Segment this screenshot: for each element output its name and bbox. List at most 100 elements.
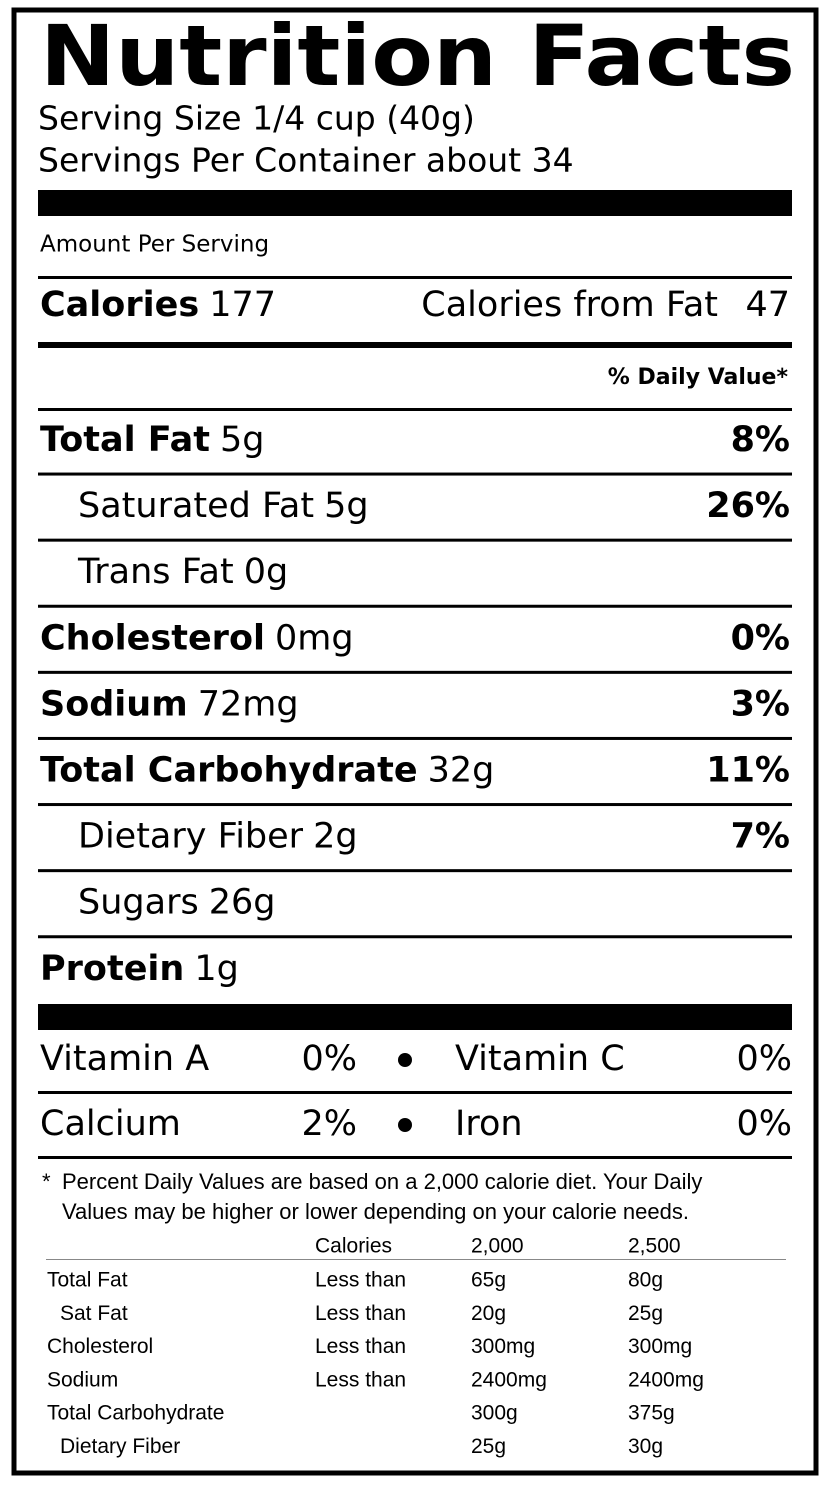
table-name: Sat Fat	[60, 1302, 128, 1325]
vitamin-value: 0%	[736, 1104, 792, 1144]
rule	[38, 276, 792, 279]
table-name: Total Fat	[47, 1269, 128, 1292]
rule	[38, 604, 792, 608]
table-value: 80g	[628, 1269, 663, 1292]
nutrient-name: Total Carbohydrate	[40, 751, 418, 791]
nutrient-row: Saturated Fat 5g	[78, 486, 369, 526]
daily-value: 3%	[731, 684, 790, 724]
daily-value-header: % Daily Value*	[608, 365, 789, 390]
table-value: 375g	[628, 1402, 675, 1425]
table-header: 2,000	[471, 1235, 524, 1258]
daily-value: 11%	[706, 751, 790, 791]
thick-rule	[38, 1004, 792, 1030]
nutrient-row: Dietary Fiber 2g	[78, 817, 358, 857]
rule	[38, 408, 792, 411]
nutrient-row: Cholesterol 0mg	[40, 618, 354, 658]
table-value: 300g	[471, 1402, 518, 1425]
nutrient-name: Protein	[40, 949, 184, 989]
table-name: Cholesterol	[47, 1335, 153, 1358]
nutrient-name: Cholesterol	[40, 618, 265, 658]
nutrient-amount: 32g	[428, 751, 495, 791]
nutrient-amount: 1g	[194, 949, 239, 989]
nutrient-amount: 26g	[209, 883, 276, 923]
nutrient-name: Dietary Fiber	[78, 817, 304, 857]
title: Nutrition Facts	[40, 7, 795, 105]
vitamin-value: 2%	[301, 1104, 357, 1144]
nutrient-name: Sugars	[78, 883, 199, 923]
table-name: Dietary Fiber	[60, 1435, 180, 1458]
table-qualifier: Less than	[315, 1335, 406, 1358]
serving-size: Serving Size 1/4 cup (40g)	[38, 99, 475, 138]
rule	[38, 1091, 792, 1094]
daily-value: 8%	[731, 420, 790, 460]
vitamin-name: Calcium	[40, 1104, 181, 1144]
footnote-line: Percent Daily Values are based on a 2,00…	[62, 1169, 702, 1194]
thick-rule	[38, 190, 792, 216]
medium-rule	[38, 342, 792, 348]
vitamin-name: Iron	[455, 1104, 523, 1144]
servings-per-container: Servings Per Container about 34	[38, 141, 574, 180]
table-qualifier: Less than	[315, 1368, 406, 1391]
label-border	[11, 7, 819, 1476]
vitamin-name: Vitamin A	[40, 1039, 209, 1079]
nutrient-name: Trans Fat	[77, 552, 234, 592]
calories: Calories 177	[40, 285, 276, 325]
nutrient-name: Sodium	[40, 684, 188, 724]
rule	[38, 803, 792, 807]
amount-per-serving: Amount Per Serving	[40, 232, 269, 258]
nutrient-amount: 5g	[220, 420, 265, 460]
table-value: 300mg	[471, 1335, 535, 1358]
vitamin-name: Vitamin C	[455, 1039, 625, 1079]
nutrient-amount: 2g	[313, 817, 358, 857]
table-qualifier: Less than	[315, 1302, 406, 1325]
table-header: Calories	[315, 1235, 392, 1258]
calories-from-fat-value: 47	[745, 285, 790, 325]
nutrient-row: Sodium 72mg	[40, 684, 299, 724]
rule	[38, 1156, 792, 1159]
calories-label: Calories	[40, 285, 199, 325]
nutrient-amount: 72mg	[198, 684, 299, 724]
vitamin-value: 0%	[301, 1039, 357, 1079]
table-value: 20g	[471, 1302, 506, 1325]
rule	[38, 538, 792, 542]
calories-from-fat-label: Calories from Fat	[421, 285, 718, 325]
table-value: 25g	[471, 1435, 506, 1458]
table-value: 65g	[471, 1269, 506, 1292]
footnote-line: Values may be higher or lower depending …	[62, 1199, 689, 1224]
label-body: Total Fat 5g 8%Saturated Fat 5g 26%Trans Fat…	[38, 420, 792, 1458]
nutrient-row: Protein 1g	[40, 949, 239, 989]
table-name: Sodium	[47, 1368, 118, 1391]
table-header: 2,500	[628, 1235, 681, 1258]
table-qualifier: Less than	[315, 1269, 406, 1292]
table-value: 2400mg	[628, 1368, 704, 1391]
nutrient-row: Total Carbohydrate 32g	[40, 751, 494, 791]
nutrient-name: Saturated Fat	[78, 486, 314, 526]
table-value: 300mg	[628, 1335, 692, 1358]
bullet	[398, 1118, 412, 1132]
calories-value: 177	[209, 285, 276, 325]
table-name: Total Carbohydrate	[47, 1402, 224, 1425]
rule	[38, 935, 792, 939]
nutrient-row: Sugars 26g	[78, 883, 275, 923]
rule	[38, 869, 792, 873]
daily-value: 0%	[731, 618, 790, 658]
nutrient-amount: 0g	[244, 552, 289, 592]
nutrient-row: Trans Fat 0g	[77, 552, 288, 592]
nutrient-row: Total Fat 5g	[40, 420, 265, 460]
table-value: 30g	[628, 1435, 663, 1458]
table-value: 25g	[628, 1302, 663, 1325]
nutrient-amount: 0mg	[275, 618, 354, 658]
bullet	[398, 1053, 412, 1067]
daily-value: 26%	[706, 486, 790, 526]
table-value: 2400mg	[471, 1368, 547, 1391]
nutrient-name: Total Fat	[40, 420, 210, 460]
vitamin-value: 0%	[736, 1039, 792, 1079]
rule	[38, 736, 792, 740]
table-rule	[46, 1259, 786, 1260]
footnote-mark: *	[42, 1169, 51, 1194]
rule	[38, 670, 792, 674]
nutrient-amount: 5g	[324, 486, 369, 526]
rule	[38, 472, 792, 476]
